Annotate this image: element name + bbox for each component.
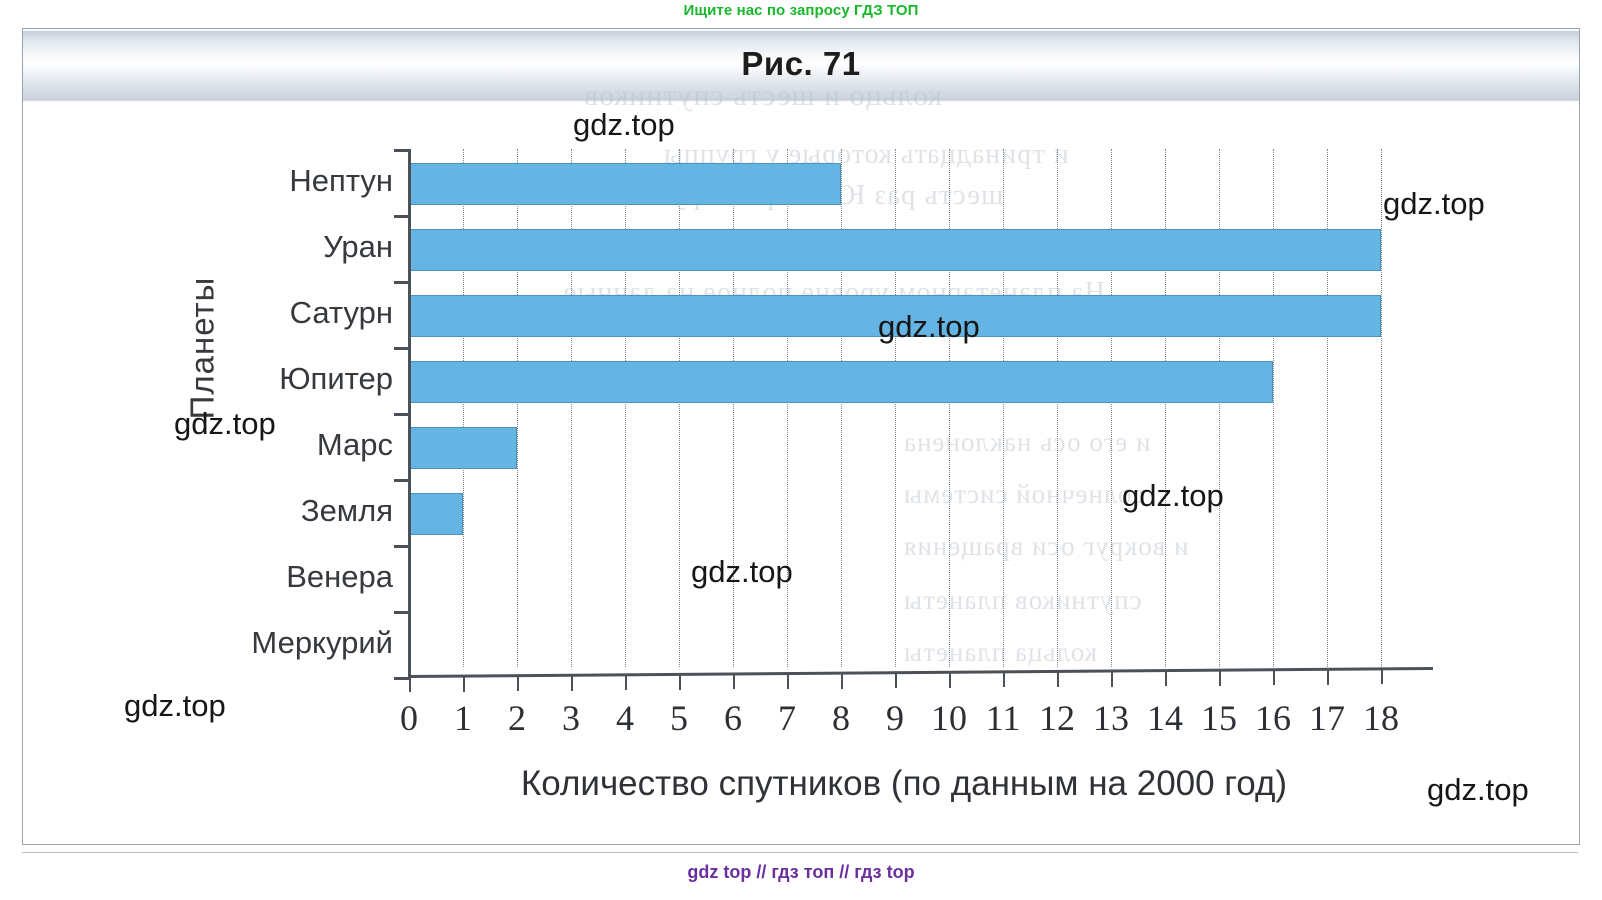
y-axis-label-юпитер: Юпитер: [279, 361, 393, 396]
x-tick-12: [1057, 671, 1059, 687]
watermark-2: gdz.top: [878, 309, 980, 344]
gridline-18: [1381, 149, 1382, 667]
gridline-17: [1327, 149, 1328, 667]
x-tick-17: [1327, 669, 1329, 685]
gridline-12: [1057, 149, 1058, 667]
watermark-3: gdz.top: [174, 406, 276, 441]
watermark-1: gdz.top: [1383, 186, 1485, 221]
x-tick-18: [1381, 669, 1383, 685]
scanner-glare-band: [23, 31, 1579, 99]
x-axis-title: Количество спутников (по данным на 2000 …: [520, 764, 1288, 803]
x-tick-2: [517, 676, 519, 692]
x-tick-label-10: 10: [931, 698, 967, 738]
y-tick-0: [394, 149, 409, 152]
gridline-9: [895, 149, 896, 667]
scanner-glare-shadow: [23, 99, 1579, 102]
x-tick-13: [1111, 671, 1113, 687]
gridline-15: [1219, 149, 1220, 667]
x-tick-label-8: 8: [832, 698, 850, 738]
watermark-5: gdz.top: [691, 554, 793, 589]
gridline-6: [733, 149, 734, 667]
gridline-1: [463, 149, 464, 667]
watermark-6: gdz.top: [124, 688, 226, 723]
x-tick-label-4: 4: [616, 698, 634, 738]
bar-нептун: [409, 163, 841, 205]
y-tick-4: [394, 413, 409, 416]
gridline-16: [1273, 149, 1274, 667]
bar-юпитер: [409, 361, 1273, 403]
x-tick-1: [463, 676, 465, 692]
x-tick-label-18: 18: [1363, 698, 1399, 738]
bar-сатурн: [409, 295, 1381, 337]
x-tick-7: [787, 674, 789, 690]
gridline-11: [1003, 149, 1004, 667]
gridline-3: [571, 149, 572, 667]
x-tick-label-7: 7: [778, 698, 796, 738]
y-axis-label-уран: Уран: [323, 229, 393, 264]
bar-марс: [409, 427, 517, 469]
y-axis-label-сатурн: Сатурн: [289, 295, 393, 330]
x-tick-label-1: 1: [454, 698, 472, 738]
gridline-4: [625, 149, 626, 667]
x-tick-5: [679, 674, 681, 690]
x-tick-16: [1273, 670, 1275, 686]
y-axis-label-марс: Марс: [316, 427, 393, 462]
bar-уран: [409, 229, 1381, 271]
x-tick-label-11: 11: [985, 698, 1021, 738]
y-tick-3: [394, 347, 409, 350]
x-tick-label-13: 13: [1093, 698, 1129, 738]
scanned-page-frame: кольцо и шесть спутников и тринадцать кот…: [22, 28, 1580, 845]
gridline-14: [1165, 149, 1166, 667]
x-tick-label-15: 15: [1201, 698, 1237, 738]
x-tick-14: [1165, 671, 1167, 687]
watermark-0: gdz.top: [573, 107, 675, 142]
x-tick-label-12: 12: [1039, 698, 1075, 738]
x-tick-label-0: 0: [400, 698, 418, 738]
x-tick-label-14: 14: [1147, 698, 1183, 738]
footer-divider: [22, 852, 1578, 853]
x-tick-11: [1003, 672, 1005, 688]
x-tick-0: [409, 677, 411, 692]
x-tick-label-5: 5: [670, 698, 688, 738]
y-axis-label-меркурий: Меркурий: [251, 625, 393, 660]
y-tick-8: [394, 677, 409, 680]
x-tick-label-17: 17: [1309, 698, 1345, 738]
bar-chart: Нептун Уран Сатурн Юпитер Марс Земля Венера Мер…: [23, 29, 1579, 844]
gridline-10: [949, 149, 950, 667]
y-axis-label-земля: Земля: [300, 493, 393, 528]
y-tick-7: [394, 611, 409, 614]
gridline-5: [679, 149, 680, 667]
x-tick-8: [841, 673, 843, 689]
gridline-2: [517, 149, 518, 667]
gridline-7: [787, 149, 788, 667]
x-tick-label-9: 9: [886, 698, 904, 738]
x-tick-4: [625, 675, 627, 691]
y-tick-6: [394, 545, 409, 548]
x-tick-label-16: 16: [1255, 698, 1291, 738]
y-axis-title: Планеты: [183, 276, 221, 420]
x-tick-label-2: 2: [508, 698, 526, 738]
watermark-4: gdz.top: [1122, 478, 1224, 513]
gridline-8: [841, 149, 842, 667]
x-axis-line: [407, 666, 1433, 678]
bar-земля: [409, 493, 463, 535]
x-tick-label-6: 6: [724, 698, 742, 738]
y-tick-5: [394, 479, 409, 482]
x-tick-6: [733, 674, 735, 690]
y-axis-label-нептун: Нептун: [289, 163, 393, 198]
x-tick-9: [895, 673, 897, 689]
promo-banner-text: Ищите нас по запросу ГДЗ ТОП: [683, 2, 919, 19]
x-tick-10: [949, 672, 951, 688]
y-tick-2: [394, 281, 409, 284]
footer-watermark: gdz top // гдз топ // гдз top: [687, 862, 915, 882]
figure-caption: Рис. 71: [741, 45, 861, 82]
y-axis-label-венера: Венера: [286, 559, 393, 594]
x-tick-label-3: 3: [562, 698, 580, 738]
x-tick-3: [571, 675, 573, 691]
gridline-13: [1111, 149, 1112, 667]
x-tick-15: [1219, 670, 1221, 686]
y-axis-line: [408, 149, 411, 677]
y-tick-1: [394, 215, 409, 218]
watermark-7: gdz.top: [1427, 772, 1529, 807]
